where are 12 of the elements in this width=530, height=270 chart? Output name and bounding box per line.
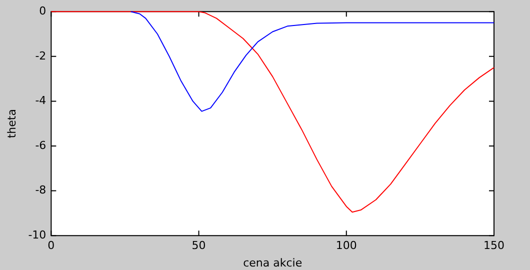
x-tick-label: 0 — [48, 239, 55, 252]
y-tick-label: -4 — [35, 94, 46, 108]
y-tick-label: -10 — [28, 228, 46, 242]
y-axis-title: theta — [5, 109, 18, 138]
y-tick-label: -6 — [35, 138, 46, 152]
x-tick-label: 50 — [192, 239, 206, 252]
y-tick-label: -2 — [35, 49, 46, 62]
x-tick-label: 150 — [484, 239, 504, 252]
x-tick-label: 100 — [336, 239, 357, 252]
y-tick-label: -8 — [35, 184, 46, 197]
y-tick-label: 0 — [39, 4, 46, 18]
x-axis-title: cena akcie — [243, 256, 302, 270]
